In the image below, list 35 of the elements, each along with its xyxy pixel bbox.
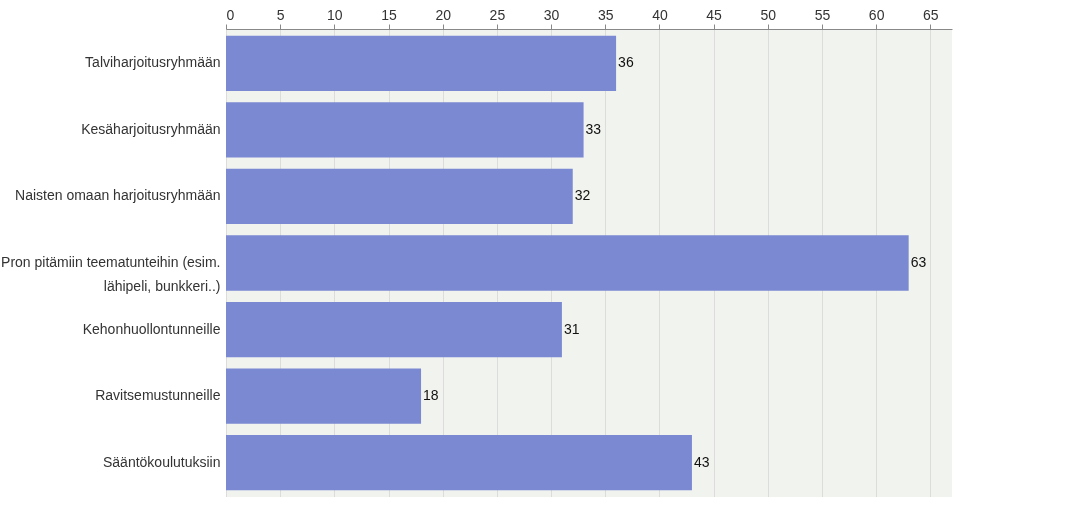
x-tick-label: 10 — [327, 6, 343, 23]
y-tick-label: Talviharjoitusryhmään — [85, 54, 221, 71]
y-tick-label: Pron pitämiin teematunteihin (esim. lähipeli, bunkkeri..) — [1, 254, 221, 294]
x-tick-label: 35 — [597, 6, 614, 23]
y-tick-label: Ravitsemustunneille — [95, 387, 221, 404]
bar — [226, 235, 909, 291]
y-tick-label: Kesäharjoitusryhmään — [81, 120, 221, 137]
x-tick-label: 65 — [923, 6, 939, 23]
x-tick-label: 30 — [543, 6, 560, 23]
x-tick-label: 25 — [489, 6, 506, 23]
x-tick-label: 5 — [276, 6, 285, 23]
data-label: 36 — [618, 54, 634, 71]
data-label: 33 — [585, 120, 602, 137]
bar — [226, 368, 422, 424]
data-label: 43 — [693, 453, 710, 470]
data-label: 32 — [574, 187, 591, 204]
bar — [226, 35, 617, 91]
x-tick-label: 55 — [814, 6, 831, 23]
data-label: 18 — [423, 387, 439, 404]
x-tick-label: 45 — [706, 6, 723, 23]
data-label: 63 — [910, 254, 927, 270]
x-tick-label: 50 — [760, 6, 777, 23]
bar — [226, 301, 562, 358]
x-tick-label: 40 — [652, 6, 668, 23]
bar — [226, 102, 584, 158]
x-tick-label: 15 — [381, 6, 398, 23]
y-tick-label: Sääntökoulutuksiin — [102, 453, 221, 470]
data-label: 31 — [563, 320, 580, 337]
bar — [226, 435, 692, 491]
y-tick-label: Naisten omaan harjoitusryhmään — [15, 187, 221, 204]
y-tick-label: Kehonhuollontunneille — [82, 320, 221, 337]
x-tick-label: 60 — [868, 6, 885, 23]
x-tick-label: 0 — [226, 6, 235, 23]
bar — [226, 168, 573, 225]
x-tick-label: 20 — [435, 6, 452, 23]
